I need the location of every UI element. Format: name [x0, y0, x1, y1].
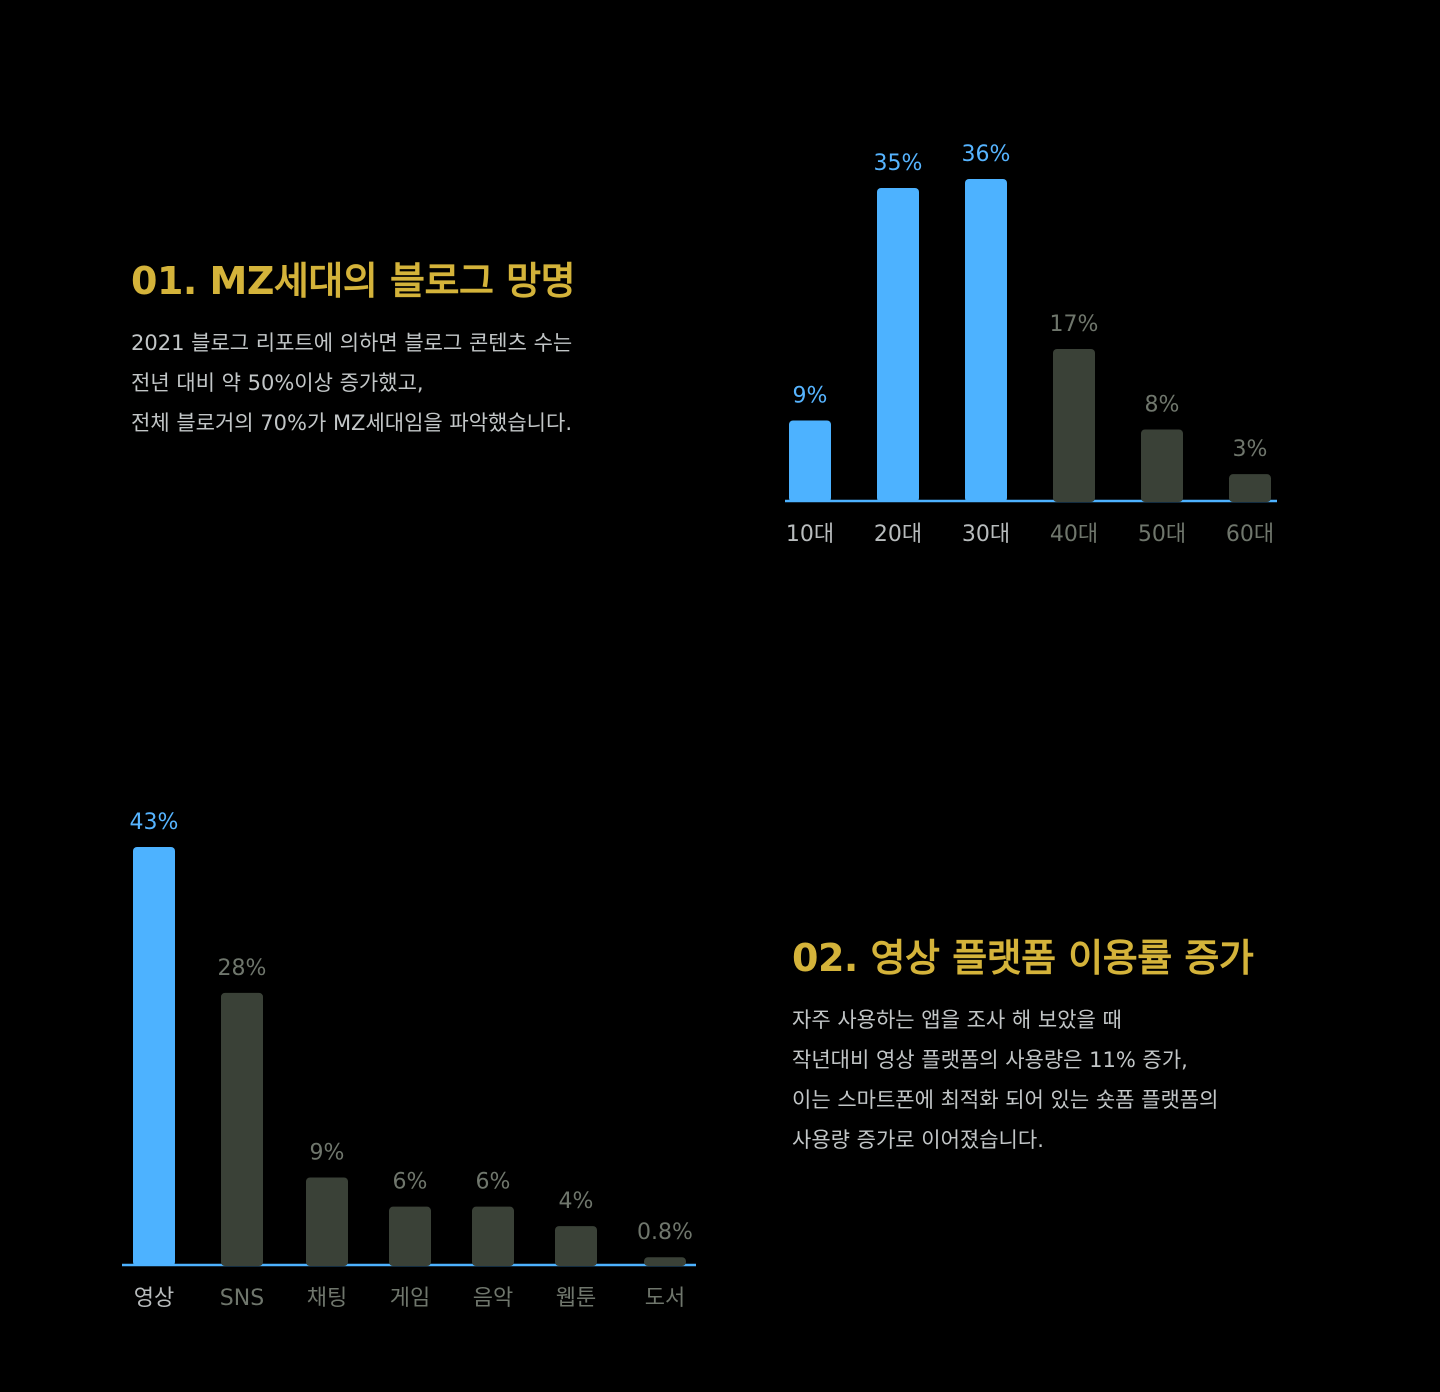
bar — [789, 420, 831, 502]
section2-title: 02. 영상 플랫폼 이용률 증가 — [792, 936, 1254, 980]
bar — [1229, 474, 1271, 502]
bar-value-label: 28% — [218, 956, 267, 981]
bar-value-label: 9% — [793, 384, 828, 409]
bar — [877, 187, 919, 502]
section2-line: 작년대비 영상 플랫폼의 사용량은 11% 증가, — [792, 1048, 1188, 1072]
app-usage-bar-chart: 43% 영상 28% SNS 9% 채팅 6% 게임 6% 음악 4% 웹툰 0.8% 도서 — [122, 810, 696, 1311]
bar-value-label: 8% — [1145, 392, 1180, 417]
bar-value-label: 6% — [393, 1170, 428, 1195]
section2-line: 사용량 증가로 이어졌습니다. — [792, 1128, 1044, 1152]
section2-line: 자주 사용하는 앱을 조사 해 보았을 때 — [792, 1008, 1122, 1032]
section-blog-migration: 01. MZ세대의 블로그 망명 2021 블로그 리포트에 의하면 블로그 콘… — [131, 250, 576, 443]
section1-line: 전체 블로거의 70%가 MZ세대임을 파악했습니다. — [131, 411, 572, 435]
category-label: 30대 — [962, 522, 1010, 547]
bar — [1141, 429, 1183, 502]
category-label: 10대 — [786, 522, 834, 547]
bar — [389, 1206, 431, 1266]
bar — [221, 992, 263, 1266]
category-label: 40대 — [1050, 522, 1098, 547]
bar — [644, 1257, 686, 1266]
section1-line: 2021 블로그 리포트에 의하면 블로그 콘텐츠 수는 — [131, 331, 573, 355]
bar-value-label: 17% — [1050, 312, 1099, 337]
bar — [133, 847, 175, 1266]
section1-title: 01. MZ세대의 블로그 망명 — [131, 259, 576, 303]
bar — [472, 1206, 514, 1266]
category-label: 음악 — [473, 1286, 513, 1311]
category-label: 게임 — [390, 1286, 430, 1311]
bar — [1053, 348, 1095, 502]
bar-value-label: 0.8% — [637, 1220, 693, 1245]
section2-line: 이는 스마트폰에 최적화 되어 있는 숏폼 플랫폼의 — [792, 1088, 1219, 1112]
bar-value-label: 36% — [962, 142, 1011, 167]
category-label: 영상 — [134, 1286, 174, 1311]
category-label: 50대 — [1138, 522, 1186, 547]
category-label: 채팅 — [307, 1286, 347, 1311]
bar-value-label: 43% — [130, 810, 179, 835]
bar-value-label: 3% — [1233, 437, 1268, 462]
age-group-bar-chart: 9% 10대 35% 20대 36% 30대 17% 40대 8% 50대 3% 60대 — [785, 142, 1277, 547]
category-label: 웹툰 — [556, 1286, 596, 1311]
category-label: 도서 — [645, 1286, 685, 1311]
bar — [965, 179, 1007, 502]
bar-value-label: 9% — [310, 1141, 345, 1166]
bar — [306, 1177, 348, 1266]
category-label: 60대 — [1226, 522, 1274, 547]
section-video-platform: 02. 영상 플랫폼 이용률 증가 자주 사용하는 앱을 조사 해 보았을 때 … — [792, 927, 1254, 1160]
bar — [555, 1226, 597, 1266]
bar-value-label: 4% — [559, 1189, 594, 1214]
bar-value-label: 35% — [874, 151, 923, 176]
bar-value-label: 6% — [476, 1170, 511, 1195]
section2-description: 자주 사용하는 앱을 조사 해 보았을 때 작년대비 영상 플랫폼의 사용량은 … — [792, 1000, 1253, 1160]
section1-line: 전년 대비 약 50%이상 증가했고, — [131, 371, 424, 395]
category-label: SNS — [220, 1286, 264, 1311]
category-label: 20대 — [874, 522, 922, 547]
section1-description: 2021 블로그 리포트에 의하면 블로그 콘텐츠 수는 전년 대비 약 50%… — [131, 323, 575, 443]
